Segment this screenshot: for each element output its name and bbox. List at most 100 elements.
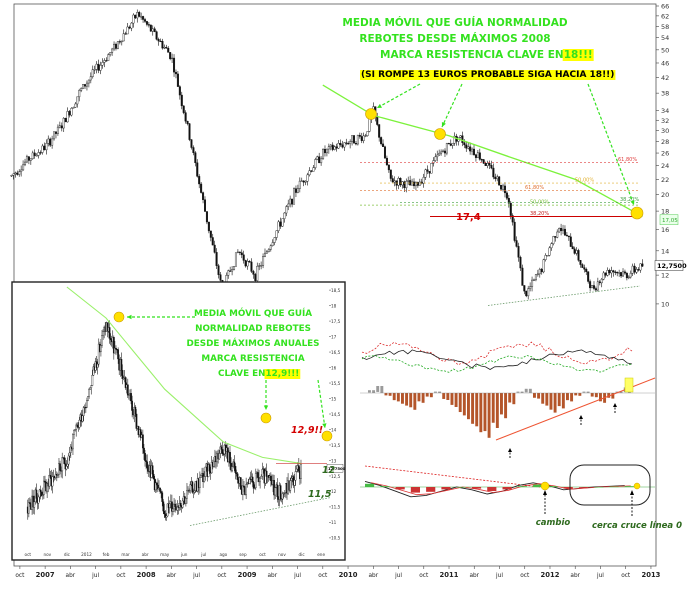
candle-body (335, 146, 338, 149)
candle-body (625, 272, 628, 279)
macd-trendline (364, 465, 541, 488)
histogram-bar (561, 393, 565, 409)
candle-body (273, 237, 276, 243)
inset-candle-body (243, 485, 245, 488)
macd-histogram-bar (426, 487, 436, 492)
candle-body (84, 84, 87, 87)
candle-body (531, 279, 534, 287)
histogram-bar (434, 391, 437, 393)
candle-body (76, 96, 79, 105)
candle-body (155, 31, 158, 40)
inset-x-tick-label: ene (317, 552, 325, 557)
candle-body (411, 181, 414, 186)
candle-body (254, 274, 257, 281)
candle-body (571, 246, 574, 250)
y-tick-label: 20 (661, 191, 669, 199)
candle-body (126, 26, 129, 35)
candle-body (416, 182, 419, 186)
candle-body (387, 164, 390, 171)
inset-candle-body (54, 474, 57, 478)
candle-body (438, 152, 441, 156)
inset-candle-body (29, 502, 31, 504)
candle-body (618, 272, 621, 274)
candle-body (494, 176, 497, 180)
inset-annotation-line-1: MEDIA MÓVIL QUE GUÍA (194, 307, 312, 319)
histogram-bar (508, 393, 512, 403)
macd-histogram-bar (380, 486, 390, 487)
histogram-bar (442, 393, 446, 399)
candle-body (231, 269, 234, 272)
candle-body (229, 270, 232, 272)
inset-candle-body (192, 491, 195, 493)
inset-candle-body (87, 396, 89, 401)
inset-candle-body (186, 490, 188, 499)
inset-candle-body (281, 493, 284, 500)
histogram-bar (586, 391, 590, 393)
inset-candle-body (300, 463, 302, 479)
candle-body (144, 19, 147, 22)
candle-body (635, 269, 638, 273)
candle-body (227, 270, 230, 276)
candle-body (540, 268, 543, 273)
candle-body (316, 156, 319, 160)
candle-body (354, 143, 357, 145)
inset-candle-body (231, 466, 234, 471)
inset-candle-body (200, 475, 202, 478)
candle-body (178, 86, 181, 96)
x-tick-label: abr (570, 573, 580, 579)
inset-annotation-line-5: CLAVE EN (218, 369, 266, 379)
candle-body (99, 65, 102, 71)
candle-body (323, 148, 326, 154)
y-tick-label: 62 (661, 12, 669, 20)
inset-candle-body (128, 394, 130, 396)
candle-body (149, 24, 152, 32)
candle-body (445, 143, 448, 154)
candle-body (473, 148, 476, 155)
inset-candle-body (257, 472, 259, 478)
x-tick-label: jul (91, 573, 99, 579)
candle-body (192, 147, 195, 153)
candle-body (389, 169, 392, 179)
inset-candle-body (92, 366, 95, 376)
inset-y-tick-label: 14,5 (331, 412, 341, 417)
y-tick-label: 10 (661, 300, 669, 308)
candle-body (45, 143, 48, 151)
candle-body (291, 198, 294, 205)
x-tick-label: 2012 (541, 571, 560, 579)
candle-body (184, 112, 187, 122)
histogram-bar (458, 393, 462, 413)
candle-body (281, 218, 284, 227)
y-tick-label: 24 (661, 162, 669, 170)
candle-body (271, 242, 274, 246)
candle-body (54, 131, 57, 134)
histogram-bar (537, 393, 541, 399)
candle-body (469, 146, 472, 152)
inset-support-lower-label: 11,5 (308, 489, 332, 500)
inset-annotation-resistance-value-highlight (264, 369, 301, 379)
candle-body (509, 202, 512, 216)
candle-body (43, 145, 46, 151)
x-tick-label: oct (621, 573, 631, 579)
x-tick-label: 2007 (36, 571, 55, 579)
fib-level-label: 50,00% (575, 178, 594, 184)
inset-candle-body (204, 466, 207, 477)
candle-body (217, 265, 220, 275)
candle-body (550, 243, 553, 249)
candle-body (358, 134, 361, 137)
inset-candle-body (141, 434, 144, 449)
candle-body (500, 185, 503, 190)
inset-candle-body (39, 489, 42, 493)
histogram-bar (566, 393, 569, 401)
candle-body (484, 162, 487, 166)
candle-body (242, 254, 245, 261)
main-arrow-3-head (630, 200, 635, 205)
candle-body (529, 286, 532, 289)
candle-body (573, 248, 576, 254)
x-tick-label: jul (596, 573, 604, 579)
candle-body (205, 211, 208, 223)
y-tick-label: 26 (661, 150, 669, 158)
candle-body (513, 221, 516, 241)
inset-candle-body (181, 500, 184, 508)
inset-y-tick-label: 17 (331, 334, 337, 339)
